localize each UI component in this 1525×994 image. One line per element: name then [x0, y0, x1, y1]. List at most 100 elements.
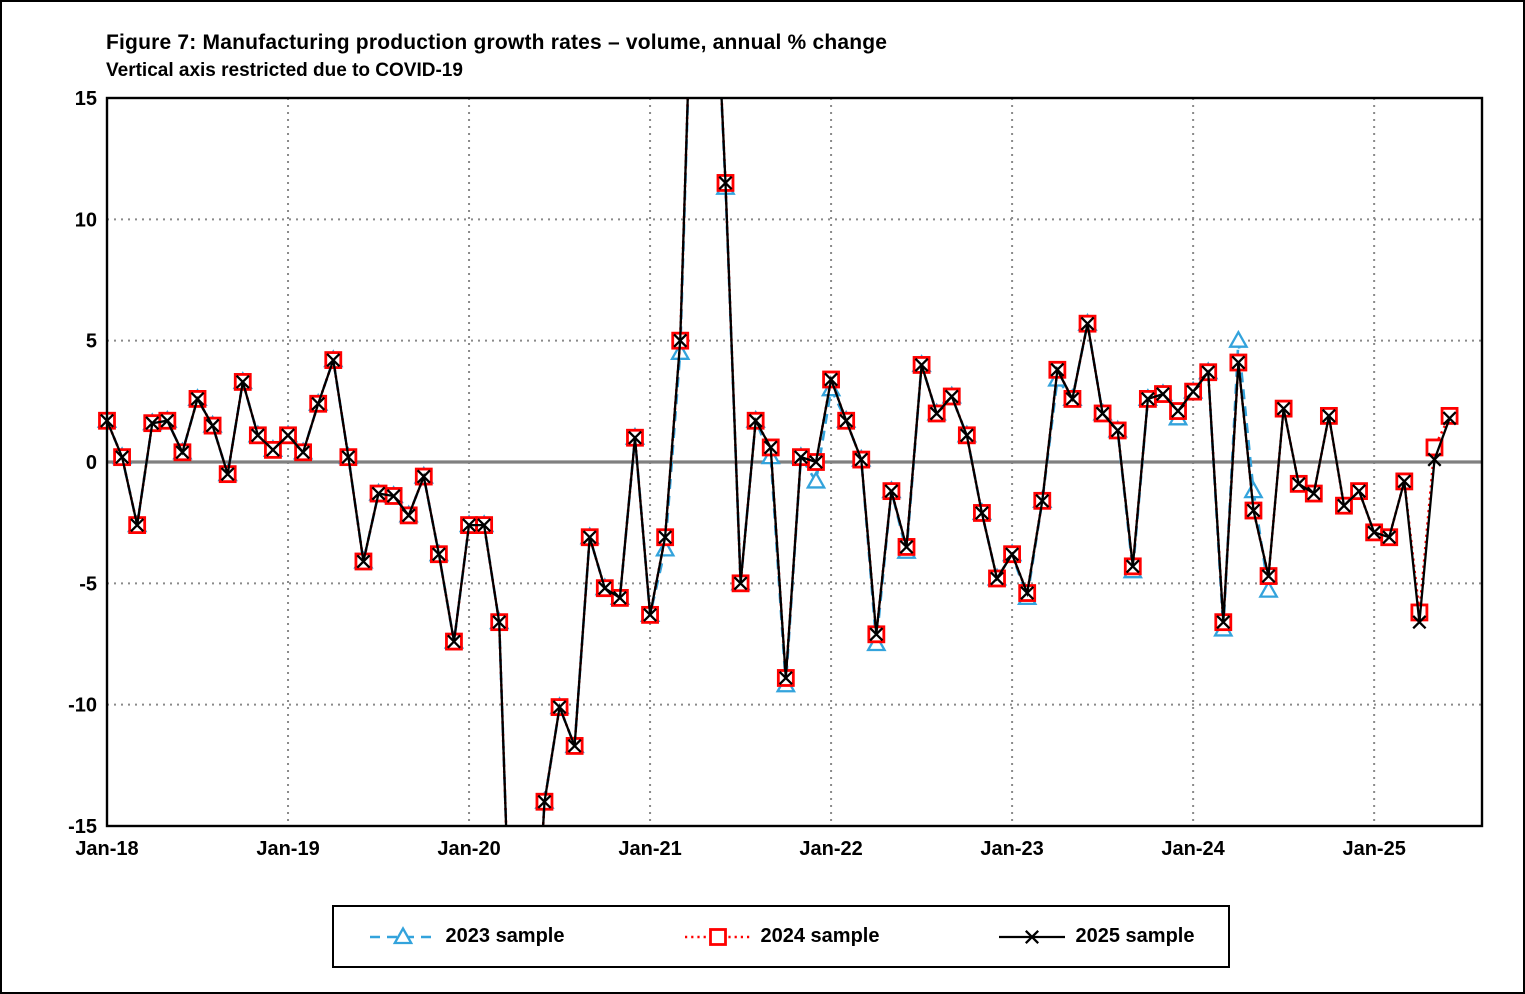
x-marker-icon — [326, 353, 341, 368]
x-marker-icon — [1080, 316, 1095, 331]
chart-subtitle: Vertical axis restricted due to COVID-19 — [106, 60, 463, 81]
x-marker-icon — [778, 670, 793, 685]
x-marker-icon — [1231, 355, 1246, 370]
x-marker-icon — [1065, 391, 1080, 406]
x-marker-icon — [1427, 452, 1442, 467]
x-marker-icon — [1291, 476, 1306, 491]
x-marker-icon — [567, 738, 582, 753]
y-tick-label: 10 — [75, 209, 97, 231]
x-marker-icon — [1246, 503, 1261, 518]
x-tick-label: Jan-24 — [1161, 838, 1225, 860]
x-marker-icon — [1336, 498, 1351, 513]
x-marker-icon — [160, 413, 175, 428]
x-marker-icon — [884, 484, 899, 499]
x-marker-icon — [1382, 530, 1397, 545]
legend-box: 2023 sample 2024 sample 2025 sample — [332, 905, 1230, 968]
x-marker-icon — [824, 372, 839, 387]
x-marker-icon — [959, 428, 974, 443]
x-marker-icon — [1035, 493, 1050, 508]
x-marker-icon — [401, 508, 416, 523]
x-marker-icon — [130, 518, 145, 533]
gridlines — [107, 98, 1482, 826]
plot-border — [105, 96, 1484, 828]
x-marker-icon — [673, 333, 688, 348]
x-marker-icon — [1276, 401, 1291, 416]
x-marker-icon — [462, 518, 477, 533]
x-marker-icon — [115, 450, 130, 465]
x-marker-icon — [220, 467, 235, 482]
x-axis-labels: Jan-18 Jan-19 Jan-20 Jan-21 Jan-22 Jan-23 Jan-… — [75, 838, 1406, 860]
x-marker-icon — [190, 391, 205, 406]
legend-label: 2024 sample — [760, 925, 880, 947]
chart-title: Figure 7: Manufacturing production growt… — [106, 31, 888, 54]
x-marker-icon — [1171, 404, 1186, 419]
x-marker-icon — [371, 486, 386, 501]
x-marker-icon — [718, 175, 733, 190]
y-tick-label: -10 — [68, 695, 97, 717]
x-marker-icon — [748, 413, 763, 428]
x-marker-icon — [1186, 384, 1201, 399]
x-marker-icon — [311, 396, 326, 411]
x-marker-icon — [386, 488, 401, 503]
x-marker-icon — [265, 442, 280, 457]
x-marker-icon — [341, 450, 356, 465]
x-tick-label: Jan-23 — [980, 838, 1043, 860]
y-axis-labels: 15 10 5 0 -5 -10 -15 — [68, 88, 97, 838]
x-marker-icon — [1367, 525, 1382, 540]
x-marker-icon — [446, 634, 461, 649]
x-marker-icon — [281, 428, 296, 443]
y-tick-label: 0 — [86, 452, 97, 474]
x-marker-icon — [145, 416, 160, 431]
x-marker-icon — [552, 700, 567, 715]
x-marker-icon — [1125, 559, 1140, 574]
x-marker-icon — [733, 576, 748, 591]
x-marker-icon — [431, 547, 446, 562]
x-marker-icon — [1201, 365, 1216, 380]
x-marker-icon — [643, 607, 658, 622]
triangle-marker-icon — [1243, 480, 1264, 499]
x-marker-icon — [582, 530, 597, 545]
x-marker-icon — [990, 571, 1005, 586]
x-marker-icon — [899, 539, 914, 554]
x-marker-icon — [658, 530, 673, 545]
x-marker-icon — [1050, 362, 1065, 377]
x-marker-icon — [597, 581, 612, 596]
x-marker-icon — [205, 418, 220, 433]
legend-item-2024-sample: 2024 sample — [683, 924, 880, 950]
x-marker-icon — [1306, 486, 1321, 501]
x-marker-icon — [914, 357, 929, 372]
y-tick-label: -15 — [68, 816, 97, 838]
x-marker-icon — [929, 406, 944, 421]
triangle-marker-icon — [1228, 329, 1249, 348]
x-marker-icon — [612, 590, 627, 605]
legend-key-x-icon — [999, 929, 1066, 944]
x-tick-label: Jan-19 — [256, 838, 319, 860]
triangle-marker-icon — [805, 470, 827, 489]
x-marker-icon — [235, 374, 250, 389]
x-marker-icon — [492, 615, 507, 630]
x-marker-icon — [854, 452, 869, 467]
x-tick-label: Jan-21 — [618, 838, 681, 860]
x-marker-icon — [175, 445, 190, 460]
legend-item-2025-sample: 2025 sample — [997, 924, 1194, 950]
x-marker-icon — [974, 505, 989, 520]
series-line — [105, 99, 1451, 825]
x-marker-icon — [537, 794, 552, 809]
square-marker-icon — [1440, 406, 1459, 425]
x-marker-icon — [839, 413, 854, 428]
y-tick-label: -5 — [79, 573, 97, 595]
x-marker-icon — [1095, 406, 1110, 421]
legend-item-2023-sample: 2023 sample — [368, 924, 565, 950]
x-marker-icon — [1261, 569, 1276, 584]
x-marker-icon — [1352, 484, 1367, 499]
legend-key-square-icon — [684, 927, 751, 946]
x-marker-icon — [356, 554, 371, 569]
x-marker-icon — [1155, 387, 1170, 402]
x-marker-icon — [627, 430, 642, 445]
legend-label: 2023 sample — [445, 925, 565, 947]
x-marker-icon — [763, 440, 778, 455]
x-marker-icon — [1020, 586, 1035, 601]
x-tick-label: Jan-25 — [1342, 838, 1405, 860]
x-marker-icon — [1397, 474, 1412, 489]
